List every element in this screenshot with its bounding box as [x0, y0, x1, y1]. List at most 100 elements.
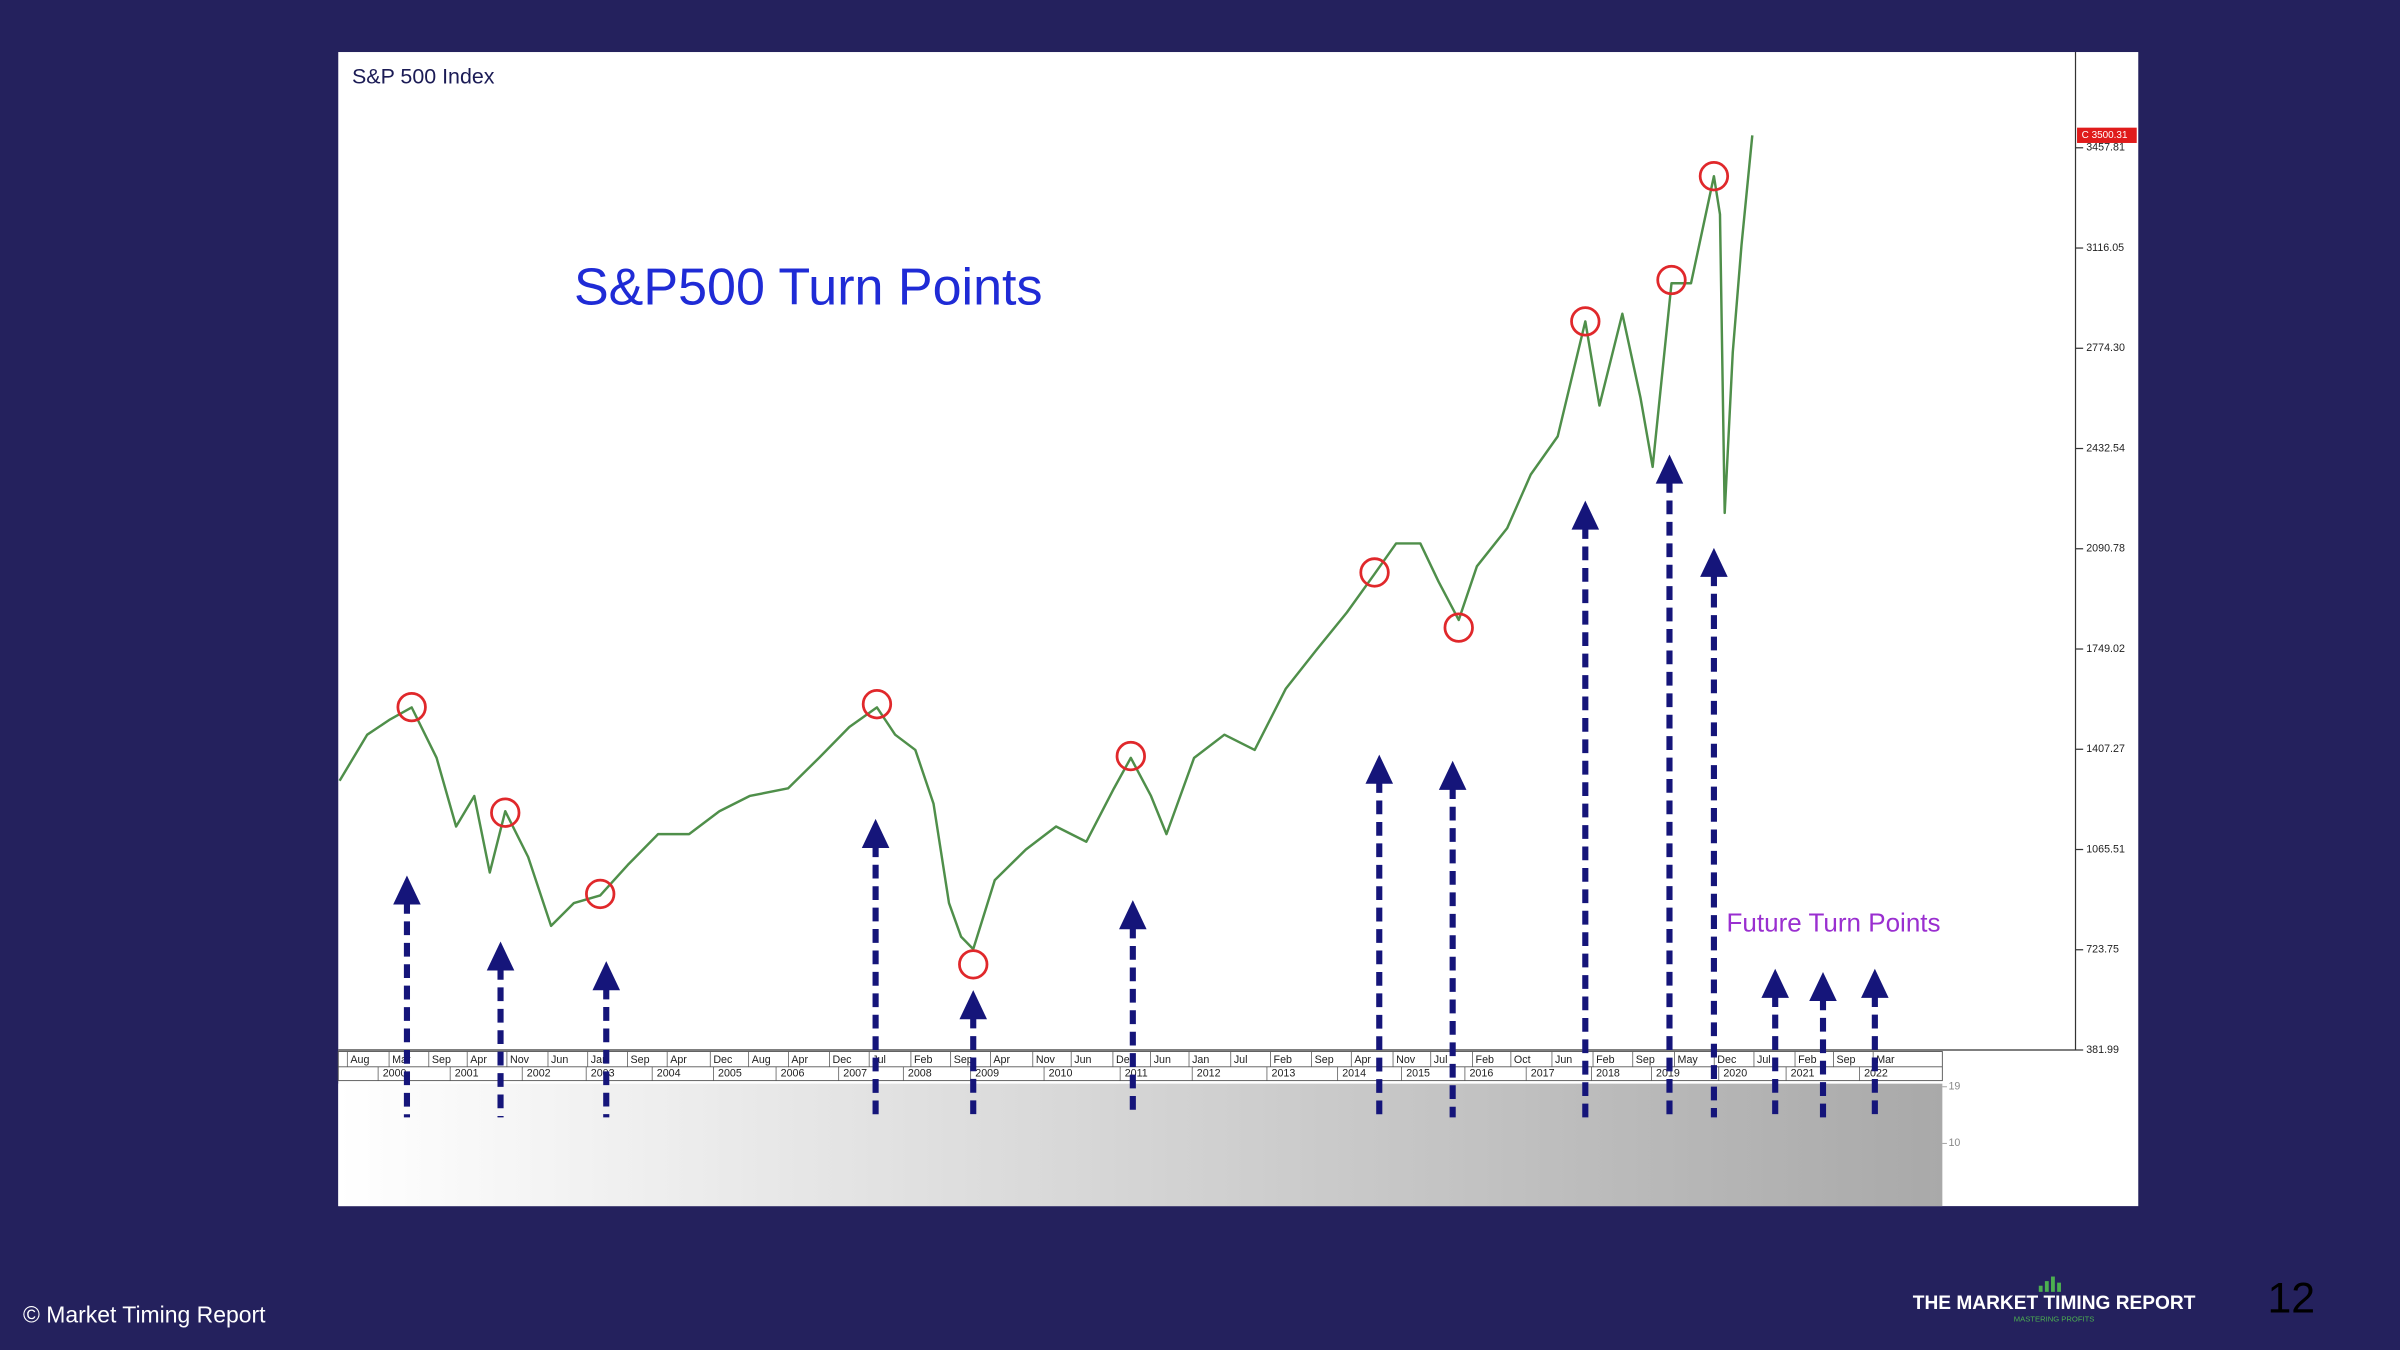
chart-title: S&P 500 Index [352, 65, 495, 89]
month-tick-label: Jun [1555, 1054, 1572, 1066]
year-tick-label: 2013 [1272, 1068, 1296, 1080]
month-tick-label: Jul [1234, 1054, 1248, 1066]
month-tick-label: Feb [1596, 1054, 1614, 1066]
turn-point [1698, 161, 1730, 192]
turn-point [396, 691, 427, 723]
turn-point [490, 797, 521, 828]
arrow-head [1438, 760, 1467, 790]
month-tick-label: Dec [833, 1054, 853, 1066]
month-tick-label: Apr [791, 1054, 808, 1066]
year-tick-label: 2020 [1723, 1068, 1747, 1080]
month-tick-label: May [1678, 1054, 1699, 1066]
year-tick-label: 2015 [1406, 1068, 1430, 1080]
turn-point [1115, 740, 1146, 772]
year-tick-label: 2014 [1342, 1068, 1366, 1080]
month-tick-label: Dec [713, 1054, 733, 1066]
last-price-tag [2077, 127, 2137, 143]
turn-arrow [1761, 968, 1789, 1118]
arrow-head [1700, 547, 1728, 577]
year-tick-label: 2008 [908, 1068, 932, 1080]
volume-panel [338, 1083, 1943, 1207]
month-tick-label: Feb [1274, 1054, 1292, 1066]
month-tick-label: Feb [1798, 1054, 1816, 1066]
arrow-head [959, 990, 988, 1020]
month-tick-label: Jan [1192, 1054, 1209, 1066]
month-tick-label: Nov [1036, 1054, 1056, 1066]
turn-arrow [861, 818, 890, 1118]
turn-arrow [1809, 971, 1837, 1118]
arrow-head [486, 941, 515, 971]
turn-arrow [1861, 968, 1889, 1118]
copyright: © Market Timing Report [23, 1301, 266, 1327]
year-tick-label: 2017 [1531, 1068, 1555, 1080]
month-tick-label: Jun [551, 1054, 568, 1066]
y-tick-label: 2090.78 [2086, 543, 2125, 555]
month-tick-label: Apr [993, 1054, 1010, 1066]
turn-arrow [1365, 754, 1394, 1118]
turn-point [1359, 557, 1390, 588]
year-tick-label: 2019 [1656, 1068, 1680, 1080]
y-tick-label: 3457.81 [2086, 142, 2125, 154]
arrow-head [592, 961, 621, 991]
month-tick-label: Sep [954, 1054, 973, 1066]
y-tick-label: 1407.27 [2086, 743, 2125, 755]
year-tick-label: 2001 [455, 1068, 479, 1080]
month-tick-label: Aug [752, 1054, 771, 1066]
year-tick-label: 2012 [1197, 1068, 1221, 1080]
turn-point [958, 949, 989, 980]
month-tick-label: Feb [914, 1054, 932, 1066]
logo-icon [2038, 1276, 2061, 1292]
month-tick-label: Sep [630, 1054, 649, 1066]
year-tick-label: 2005 [718, 1068, 742, 1080]
month-tick-label: Jun [1154, 1054, 1171, 1066]
y-tick-label: 723.75 [2086, 944, 2119, 956]
month-tick-label: Sep [1836, 1054, 1855, 1066]
year-tick-label: 2007 [843, 1068, 867, 1080]
month-tick-label: Sep [432, 1054, 451, 1066]
turn-point [1656, 264, 1687, 296]
month-tick-label: Dec [1717, 1054, 1737, 1066]
month-tick-label: Aug [350, 1054, 369, 1066]
year-tick-label: 2006 [781, 1068, 805, 1080]
page-number: 12 [2267, 1274, 2315, 1322]
year-tick-label: 2011 [1125, 1068, 1148, 1080]
month-tick-label: Apr [670, 1054, 687, 1066]
year-tick-label: 2009 [975, 1068, 999, 1080]
y-tick-label: 2774.30 [2086, 342, 2125, 354]
year-tick-label: 2003 [591, 1068, 615, 1080]
month-tick-label: Sep [1315, 1054, 1334, 1066]
turn-point [1570, 306, 1601, 337]
future-label: Future Turn Points [1727, 907, 1941, 937]
turn-arrow [1700, 547, 1728, 1118]
arrow-head [1809, 971, 1837, 1002]
logo-tagline: MASTERING PROFITS [2014, 1314, 2095, 1323]
month-tick-label: Nov [510, 1054, 530, 1066]
turn-arrow [1119, 900, 1147, 1118]
y-tick-label: 1749.02 [2086, 643, 2125, 655]
month-tick-label: Apr [470, 1054, 487, 1066]
last-price-label: C 3500.31 [2082, 130, 2128, 141]
month-tick-label: Apr [1354, 1054, 1371, 1066]
turn-point [1443, 612, 1474, 643]
year-tick-label: 2002 [527, 1068, 551, 1080]
year-tick-label: 2022 [1864, 1068, 1888, 1080]
month-tick-label: Feb [1476, 1054, 1494, 1066]
month-tick-label: Jul [1434, 1054, 1448, 1066]
chart-panel [338, 52, 2139, 1207]
turn-point [861, 689, 893, 720]
price-line [338, 135, 1754, 951]
month-tick-label: Sep [1636, 1054, 1655, 1066]
turn-arrow [393, 875, 421, 1118]
turn-arrow [1571, 500, 1600, 1118]
y-tick-label: 2432.54 [2086, 442, 2125, 454]
arrow-head [1655, 454, 1684, 484]
year-tick-label: 2000 [383, 1068, 407, 1080]
y2-tick-label: 10 [1948, 1137, 1960, 1149]
y-tick-label: 3116.05 [2086, 242, 2124, 254]
turn-arrow [959, 990, 988, 1118]
year-tick-label: 2021 [1791, 1068, 1815, 1080]
arrow-head [1119, 900, 1147, 930]
logo: THE MARKET TIMING REPORT [1913, 1293, 2196, 1314]
arrow-head [1571, 500, 1600, 530]
